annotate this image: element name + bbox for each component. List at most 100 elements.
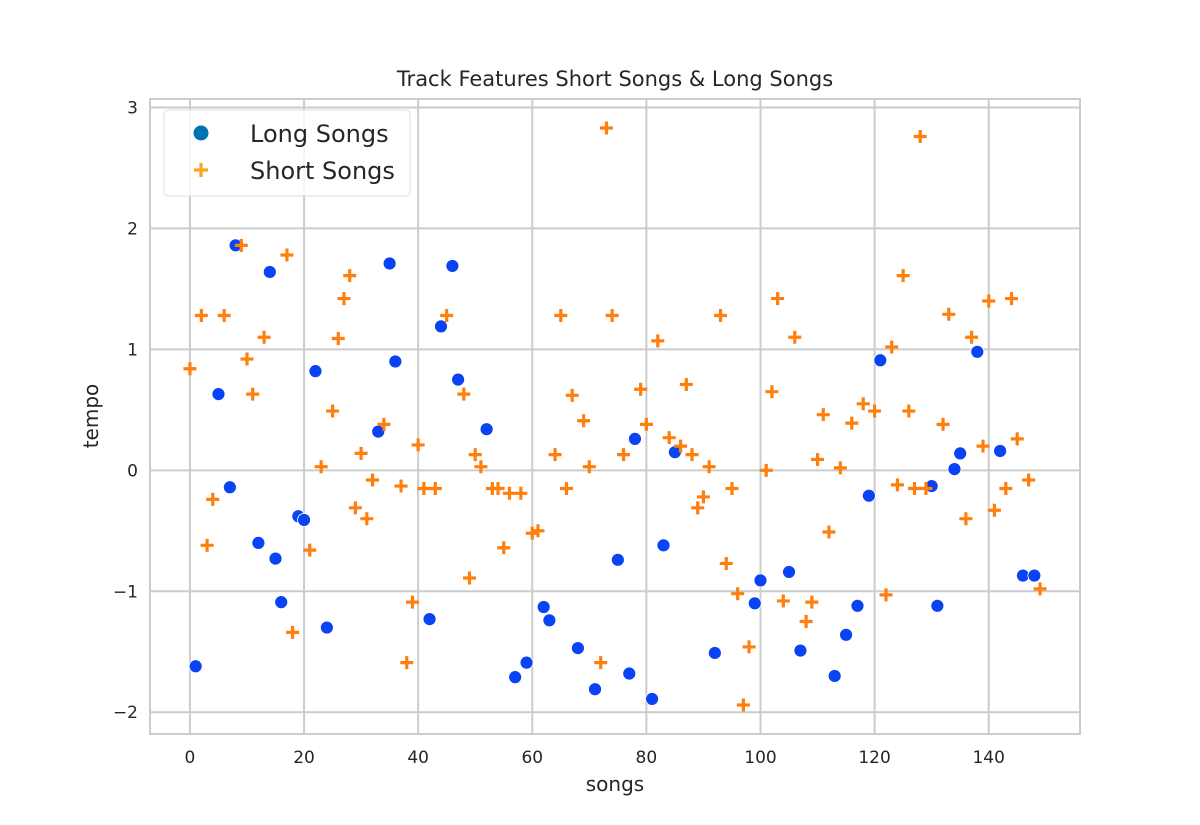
short-song-point [742,640,756,654]
short-song-point [531,524,545,538]
long-song-point [782,565,796,579]
short-song-point [833,461,847,475]
short-song-point [440,309,454,323]
short-song-point [326,404,340,418]
y-tick-label: −2 [113,703,138,723]
short-song-point [1005,292,1019,306]
long-song-point [319,620,334,635]
chart-title: Track Features Short Songs & Long Songs [396,67,833,91]
short-song-point [474,460,488,474]
short-song-point [805,595,819,609]
long-song-point [628,431,642,446]
short-song-point [286,625,300,639]
legend-frame [163,109,411,197]
short-song-point [468,448,482,462]
plot-area-frame [149,98,1081,735]
long-song-point [268,551,283,566]
short-song-point [360,512,374,526]
legend: Long Songs Short Songs [163,109,411,197]
short-song-point [394,479,408,493]
short-song-point [599,121,613,135]
short-song-point [788,330,802,344]
short-song-point [200,538,214,552]
short-song-point [942,307,956,321]
short-song-point [280,248,294,262]
long-song-point [388,354,403,369]
short-song-point [411,438,425,452]
short-song-point [674,439,688,453]
short-song-point [417,481,431,495]
short-song-point [799,615,813,629]
long-song-point [262,265,277,279]
short-song-point [337,292,351,306]
long-song-point [610,552,625,567]
long-song-point [873,353,888,368]
short-song-point [639,417,653,431]
legend-circle-icon [193,125,209,141]
long-song-point [297,513,311,527]
short-song-point [497,541,511,555]
short-song-point [405,595,419,609]
y-axis-ticks: −2 −1 0 1 2 3 [113,98,138,723]
short-song-point [902,404,916,418]
long-song-point [930,598,945,613]
short-song-point [890,478,904,492]
long-song-point [947,462,962,477]
x-axis-ticks: 0 20 40 60 80 100 120 140 [185,748,1005,768]
x-tick-label: 100 [744,748,776,768]
long-song-point [839,627,853,642]
short-song-point [856,397,870,411]
long-song-point [1027,568,1042,583]
long-song-point [861,488,876,503]
long-song-point [753,573,768,588]
short-song-point [696,490,710,504]
x-tick-label: 0 [185,748,196,768]
short-song-point [240,352,254,366]
legend-label-short-songs: Short Songs [250,157,395,185]
short-song-point [959,512,973,526]
short-song-point [1022,473,1036,487]
short-song-point [554,309,568,323]
long-song-point [970,344,985,359]
long-song-point [707,646,722,660]
short-song-point [577,414,591,428]
short-song-point [811,452,825,466]
long-song-point [519,655,534,670]
short-song-point [913,129,927,143]
long-song-point [274,595,289,610]
short-song-point [976,439,990,453]
short-song-point [343,269,357,283]
short-song-point [776,594,790,608]
long-song-point [188,659,203,674]
x-tick-label: 20 [293,748,315,768]
y-tick-label: 2 [127,219,138,239]
short-song-point [617,448,631,462]
long-song-point [571,641,585,656]
short-song-point [565,388,579,402]
short-song-point [514,486,528,500]
short-song-point [560,481,574,495]
long-song-point [953,446,968,461]
short-song-point [822,525,836,539]
short-song-point [691,501,705,515]
short-song-point [765,385,779,399]
long-song-point [445,259,460,273]
short-song-point [354,446,368,460]
long-song-point [542,613,557,628]
short-song-point [582,460,596,474]
long-song-point [622,666,637,681]
x-tick-label: 140 [972,748,1004,768]
short-song-point [999,481,1013,495]
short-song-point [303,543,317,557]
short-song-point [366,473,380,487]
long-song-point [656,538,671,553]
short-song-point [605,309,619,323]
short-song-point [1033,582,1047,596]
short-song-point [919,481,933,495]
short-song-point [719,556,733,570]
short-song-point [377,417,391,431]
short-song-point [331,331,345,345]
short-song-point [896,269,910,283]
short-song-point [845,416,859,430]
